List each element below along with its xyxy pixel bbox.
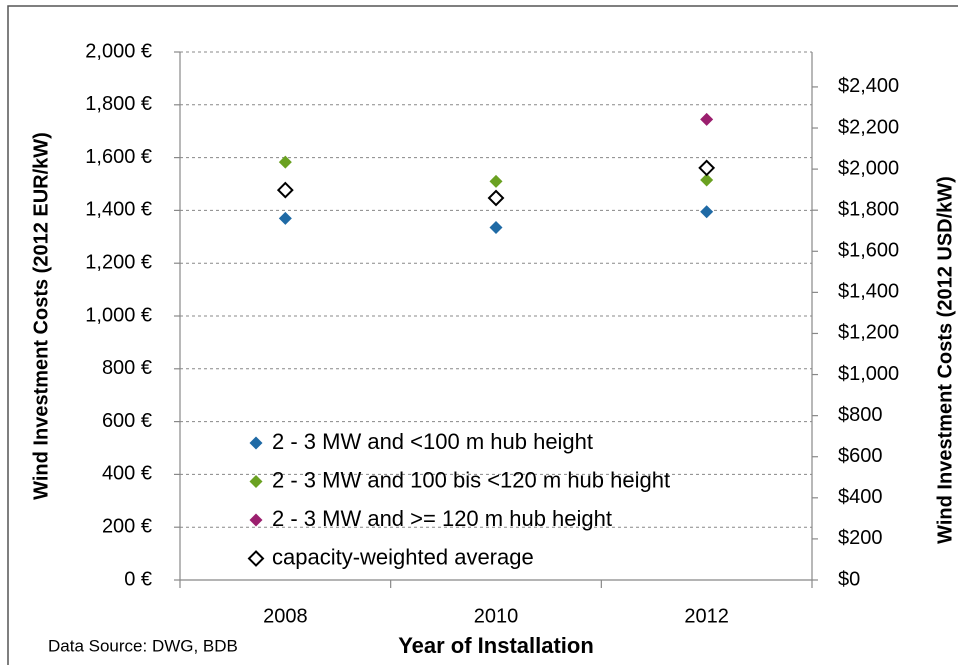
- y2-axis-title: Wind Investment Costs (2012 USD/kW): [934, 176, 956, 544]
- y-tick-label: 1,600 €: [85, 146, 152, 168]
- x-tick-label: 2010: [474, 605, 519, 627]
- y2-tick-label: $2,000: [838, 157, 899, 179]
- legend-label: 2 - 3 MW and <100 m hub height: [272, 429, 593, 454]
- y-tick-label: 1,400 €: [85, 199, 152, 221]
- y2-tick-label: $2,400: [838, 75, 899, 97]
- y2-tick-label: $1,600: [838, 240, 899, 262]
- y-tick-label: 1,800 €: [85, 93, 152, 115]
- y2-tick-label: $1,800: [838, 198, 899, 220]
- frame: [7, 5, 958, 665]
- y-tick-label: 1,200 €: [85, 251, 152, 273]
- marker: [278, 211, 292, 225]
- y2-tick-label: $200: [838, 527, 883, 549]
- marker: [489, 174, 503, 188]
- y-tick-label: 600 €: [102, 410, 152, 432]
- y2-tick-label: $0: [838, 568, 860, 590]
- y-tick-label: 2,000 €: [85, 40, 152, 62]
- legend-label: capacity-weighted average: [272, 544, 534, 569]
- marker: [487, 189, 505, 207]
- y2-tick-label: $600: [838, 445, 883, 467]
- y-axis-title: Wind Investment Costs (2012 EUR/kW): [30, 132, 52, 500]
- y2-tick-label: $2,200: [838, 116, 899, 138]
- legend-marker: [247, 550, 265, 567]
- legend-label: 2 - 3 MW and 100 bis <120 m hub height: [272, 467, 670, 492]
- marker: [276, 181, 294, 199]
- x-tick-label: 2008: [263, 605, 308, 627]
- marker: [700, 173, 714, 187]
- y2-tick-label: $1,000: [838, 363, 899, 385]
- y-tick-label: 1,000 €: [85, 304, 152, 326]
- marker: [700, 205, 714, 219]
- legend-marker: [249, 475, 263, 488]
- y2-tick-label: $1,400: [838, 281, 899, 303]
- x-axis-title: Year of Installation: [398, 633, 594, 658]
- y2-tick-label: $400: [838, 486, 883, 508]
- legend-marker: [249, 436, 263, 450]
- y2-tick-label: $800: [838, 404, 883, 426]
- legend-marker: [249, 513, 263, 527]
- marker: [489, 221, 503, 235]
- y2-tick-label: $1,200: [838, 322, 899, 344]
- x-tick-label: 2012: [684, 605, 729, 627]
- marker: [278, 155, 292, 169]
- y-tick-label: 800 €: [102, 357, 152, 379]
- y-tick-label: 400 €: [102, 463, 152, 485]
- y-tick-label: 0 €: [124, 568, 152, 590]
- source-note: Data Source: DWG, BDB: [48, 636, 238, 655]
- marker: [700, 112, 714, 126]
- y-tick-label: 200 €: [102, 515, 152, 537]
- marker: [698, 159, 716, 177]
- legend-label: 2 - 3 MW and >= 120 m hub height: [272, 506, 612, 531]
